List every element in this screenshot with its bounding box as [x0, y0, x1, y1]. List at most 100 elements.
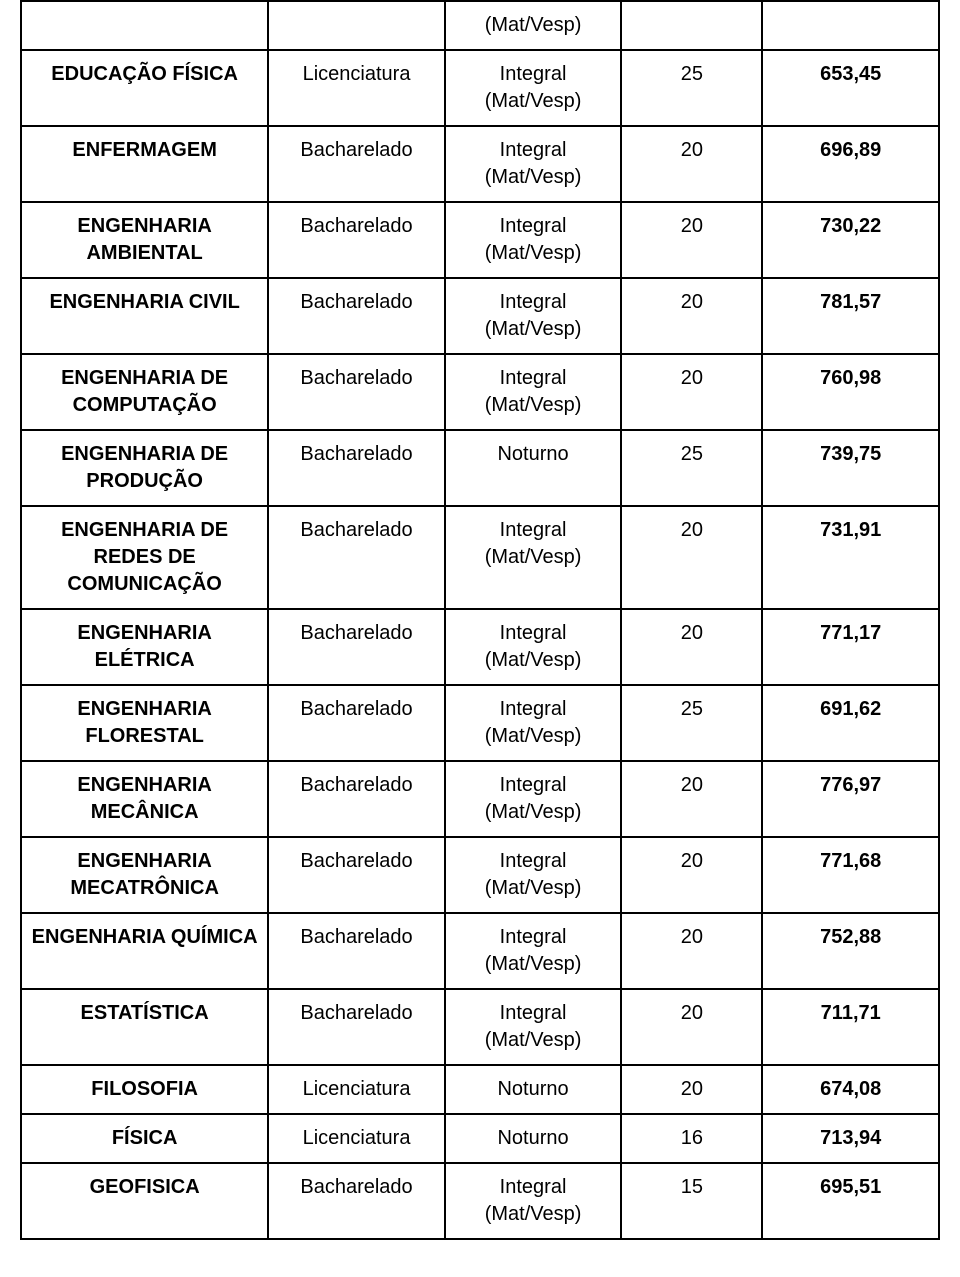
degree-cell: Bacharelado: [268, 913, 445, 989]
score-cell: 653,45: [762, 50, 939, 126]
shift-main: Integral: [454, 289, 613, 316]
shift-cell: Integral(Mat/Vesp): [445, 354, 622, 430]
score-cell: 711,71: [762, 989, 939, 1065]
shift-sub: (Mat/Vesp): [454, 544, 613, 571]
table-row: GEOFISICABachareladoIntegral(Mat/Vesp)15…: [21, 1163, 939, 1239]
vacancies-cell: 20: [621, 354, 762, 430]
shift-sub: (Mat/Vesp): [454, 1201, 613, 1228]
course-cell: ENGENHARIA QUÍMICA: [21, 913, 268, 989]
shift-main: Integral: [454, 517, 613, 544]
vacancies-cell: [621, 1, 762, 50]
vacancies-cell: 25: [621, 430, 762, 506]
vacancies-cell: 20: [621, 1065, 762, 1114]
degree-cell: Bacharelado: [268, 989, 445, 1065]
degree-cell: Bacharelado: [268, 837, 445, 913]
course-cell: FÍSICA: [21, 1114, 268, 1163]
vacancies-cell: 15: [621, 1163, 762, 1239]
shift-main: Noturno: [454, 441, 613, 468]
vacancies-cell: 20: [621, 761, 762, 837]
degree-cell: Bacharelado: [268, 430, 445, 506]
course-cell: ESTATÍSTICA: [21, 989, 268, 1065]
course-cell: ENGENHARIA DE PRODUÇÃO: [21, 430, 268, 506]
score-cell: 771,17: [762, 609, 939, 685]
shift-main: Integral: [454, 848, 613, 875]
score-cell: 691,62: [762, 685, 939, 761]
shift-main: Integral: [454, 696, 613, 723]
course-cell: ENGENHARIA CIVIL: [21, 278, 268, 354]
shift-main: Integral: [454, 365, 613, 392]
shift-cell: Noturno: [445, 430, 622, 506]
shift-cell: Integral(Mat/Vesp): [445, 837, 622, 913]
vacancies-cell: 20: [621, 202, 762, 278]
score-cell: 696,89: [762, 126, 939, 202]
shift-sub: (Mat/Vesp): [454, 875, 613, 902]
vacancies-cell: 25: [621, 685, 762, 761]
courses-table: (Mat/Vesp)EDUCAÇÃO FÍSICALicenciaturaInt…: [20, 0, 940, 1240]
course-cell: [21, 1, 268, 50]
course-cell: ENGENHARIA MECATRÔNICA: [21, 837, 268, 913]
shift-sub: (Mat/Vesp): [454, 392, 613, 419]
shift-cell: Noturno: [445, 1065, 622, 1114]
table-row: ENFERMAGEMBachareladoIntegral(Mat/Vesp)2…: [21, 126, 939, 202]
shift-sub: (Mat/Vesp): [454, 951, 613, 978]
shift-cell: Integral(Mat/Vesp): [445, 506, 622, 609]
score-cell: 695,51: [762, 1163, 939, 1239]
degree-cell: Licenciatura: [268, 50, 445, 126]
score-cell: [762, 1, 939, 50]
vacancies-cell: 20: [621, 126, 762, 202]
score-cell: 752,88: [762, 913, 939, 989]
table-row: ENGENHARIA AMBIENTALBachareladoIntegral(…: [21, 202, 939, 278]
shift-cell: Integral(Mat/Vesp): [445, 989, 622, 1065]
course-cell: ENGENHARIA AMBIENTAL: [21, 202, 268, 278]
degree-cell: Licenciatura: [268, 1065, 445, 1114]
degree-cell: Bacharelado: [268, 506, 445, 609]
vacancies-cell: 25: [621, 50, 762, 126]
table-row: EDUCAÇÃO FÍSICALicenciaturaIntegral(Mat/…: [21, 50, 939, 126]
shift-sub: (Mat/Vesp): [454, 164, 613, 191]
degree-cell: Bacharelado: [268, 685, 445, 761]
table-row: ENGENHARIA QUÍMICABachareladoIntegral(Ma…: [21, 913, 939, 989]
score-cell: 674,08: [762, 1065, 939, 1114]
score-cell: 730,22: [762, 202, 939, 278]
shift-cell: Integral(Mat/Vesp): [445, 913, 622, 989]
shift-cell: Integral(Mat/Vesp): [445, 126, 622, 202]
degree-cell: Bacharelado: [268, 609, 445, 685]
shift-main: (Mat/Vesp): [454, 12, 613, 39]
course-cell: FILOSOFIA: [21, 1065, 268, 1114]
score-cell: 713,94: [762, 1114, 939, 1163]
shift-main: Integral: [454, 213, 613, 240]
table-row: ENGENHARIA DE REDES DE COMUNICAÇÃOBachar…: [21, 506, 939, 609]
shift-cell: Noturno: [445, 1114, 622, 1163]
course-cell: ENGENHARIA ELÉTRICA: [21, 609, 268, 685]
score-cell: 771,68: [762, 837, 939, 913]
vacancies-cell: 16: [621, 1114, 762, 1163]
degree-cell: Licenciatura: [268, 1114, 445, 1163]
score-cell: 731,91: [762, 506, 939, 609]
score-cell: 781,57: [762, 278, 939, 354]
degree-cell: [268, 1, 445, 50]
table-row: ENGENHARIA MECÂNICABachareladoIntegral(M…: [21, 761, 939, 837]
course-cell: GEOFISICA: [21, 1163, 268, 1239]
vacancies-cell: 20: [621, 837, 762, 913]
score-cell: 739,75: [762, 430, 939, 506]
vacancies-cell: 20: [621, 278, 762, 354]
degree-cell: Bacharelado: [268, 202, 445, 278]
table-row: FÍSICALicenciaturaNoturno16713,94: [21, 1114, 939, 1163]
shift-sub: (Mat/Vesp): [454, 1027, 613, 1054]
score-cell: 760,98: [762, 354, 939, 430]
shift-main: Integral: [454, 620, 613, 647]
shift-cell: Integral(Mat/Vesp): [445, 685, 622, 761]
shift-cell: Integral(Mat/Vesp): [445, 202, 622, 278]
shift-sub: (Mat/Vesp): [454, 723, 613, 750]
course-cell: ENGENHARIA MECÂNICA: [21, 761, 268, 837]
course-cell: ENFERMAGEM: [21, 126, 268, 202]
score-cell: 776,97: [762, 761, 939, 837]
table-row: ENGENHARIA DE PRODUÇÃOBacharelado Noturno…: [21, 430, 939, 506]
shift-main: Integral: [454, 772, 613, 799]
course-cell: ENGENHARIA FLORESTAL: [21, 685, 268, 761]
shift-sub: (Mat/Vesp): [454, 799, 613, 826]
shift-cell: Integral(Mat/Vesp): [445, 1163, 622, 1239]
table-row: ENGENHARIA DE COMPUTAÇÃOBachareladoInteg…: [21, 354, 939, 430]
course-cell: EDUCAÇÃO FÍSICA: [21, 50, 268, 126]
vacancies-cell: 20: [621, 913, 762, 989]
